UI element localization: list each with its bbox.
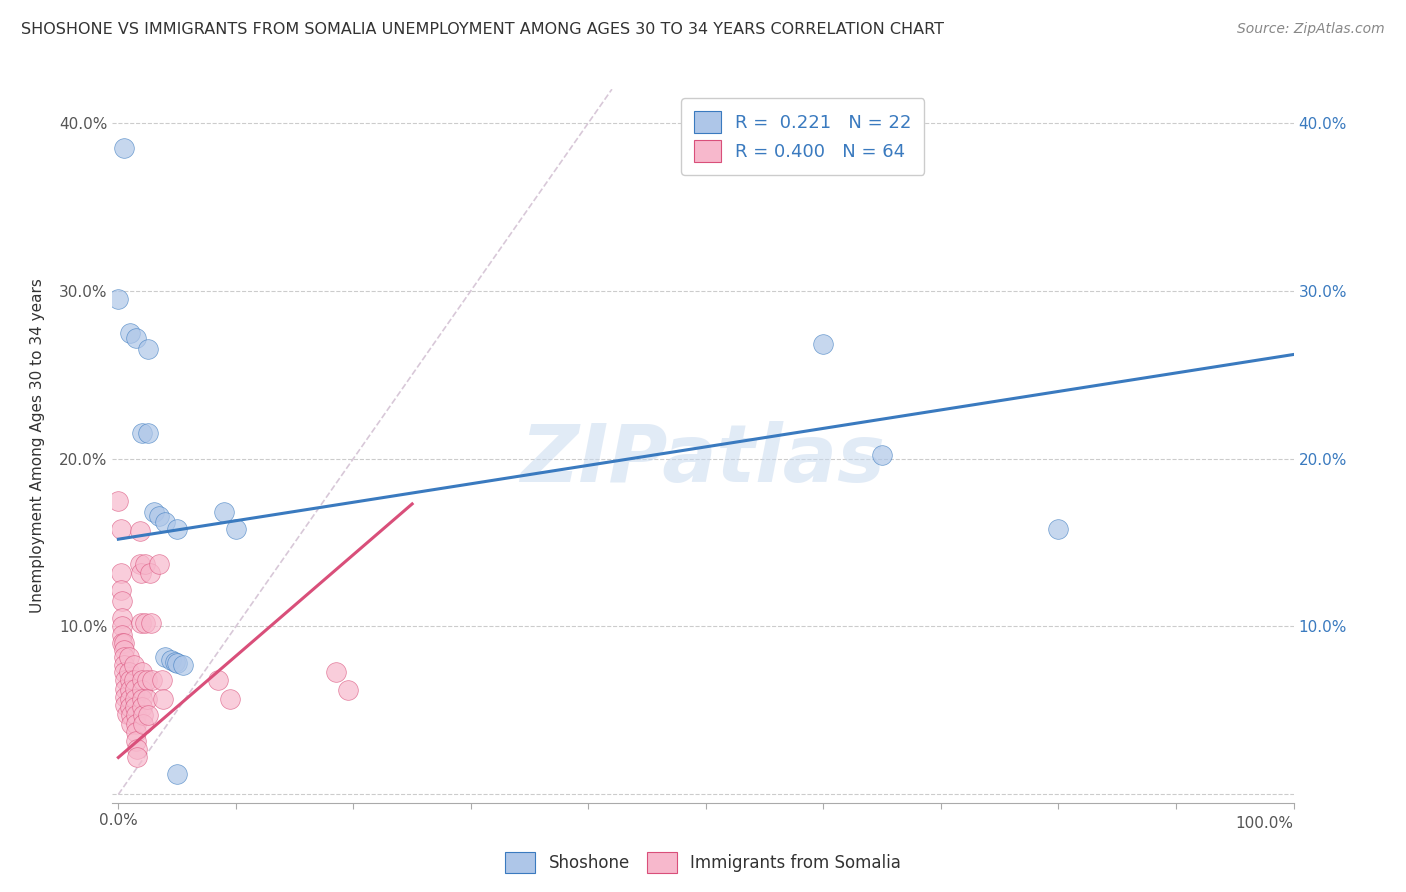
- Point: [120, 691, 142, 706]
- Point: [111, 594, 134, 608]
- Point: [114, 681, 136, 696]
- Text: 100.0%: 100.0%: [1236, 815, 1294, 830]
- Point: [124, 681, 146, 696]
- Point: [870, 448, 893, 462]
- Point: [136, 426, 159, 441]
- Point: [125, 331, 148, 345]
- Point: [110, 522, 132, 536]
- Legend: Shoshone, Immigrants from Somalia: Shoshone, Immigrants from Somalia: [499, 846, 907, 880]
- Point: [150, 673, 173, 688]
- Point: [136, 343, 159, 357]
- Point: [118, 649, 141, 664]
- Point: [112, 658, 135, 673]
- Point: [110, 566, 132, 580]
- Point: [135, 691, 157, 706]
- Point: [134, 616, 156, 631]
- Point: [110, 582, 132, 597]
- Point: [132, 717, 155, 731]
- Point: [114, 673, 136, 688]
- Point: [120, 708, 142, 723]
- Point: [111, 611, 134, 625]
- Point: [131, 673, 153, 688]
- Point: [112, 141, 135, 155]
- Point: [207, 673, 229, 688]
- Point: [125, 717, 148, 731]
- Point: [336, 683, 359, 698]
- Legend: R =  0.221   N = 22, R = 0.400   N = 64: R = 0.221 N = 22, R = 0.400 N = 64: [681, 98, 924, 175]
- Y-axis label: Unemployment Among Ages 30 to 34 years: Unemployment Among Ages 30 to 34 years: [31, 278, 45, 614]
- Point: [111, 619, 134, 633]
- Point: [142, 505, 165, 519]
- Point: [122, 673, 145, 688]
- Point: [131, 426, 153, 441]
- Point: [219, 691, 242, 706]
- Point: [118, 665, 141, 679]
- Point: [120, 700, 142, 714]
- Point: [155, 516, 177, 530]
- Text: ZIPatlas: ZIPatlas: [520, 421, 886, 500]
- Point: [139, 566, 162, 580]
- Point: [127, 742, 149, 756]
- Point: [141, 616, 163, 631]
- Point: [166, 767, 188, 781]
- Point: [813, 337, 835, 351]
- Point: [125, 733, 148, 747]
- Point: [134, 558, 156, 572]
- Point: [163, 655, 186, 669]
- Point: [160, 653, 183, 667]
- Point: [111, 636, 134, 650]
- Point: [152, 691, 174, 706]
- Point: [128, 558, 150, 572]
- Point: [129, 566, 152, 580]
- Point: [131, 700, 153, 714]
- Point: [131, 691, 153, 706]
- Point: [212, 505, 235, 519]
- Point: [125, 725, 148, 739]
- Point: [124, 700, 146, 714]
- Point: [114, 698, 136, 713]
- Point: [120, 326, 142, 340]
- Text: SHOSHONE VS IMMIGRANTS FROM SOMALIA UNEMPLOYMENT AMONG AGES 30 TO 34 YEARS CORRE: SHOSHONE VS IMMIGRANTS FROM SOMALIA UNEM…: [21, 22, 943, 37]
- Point: [141, 673, 163, 688]
- Point: [172, 658, 194, 673]
- Point: [132, 708, 155, 723]
- Point: [166, 657, 188, 671]
- Point: [148, 508, 170, 523]
- Point: [1047, 522, 1070, 536]
- Point: [129, 616, 152, 631]
- Point: [114, 690, 136, 704]
- Point: [112, 649, 135, 664]
- Point: [107, 493, 129, 508]
- Point: [225, 522, 247, 536]
- Point: [122, 658, 145, 673]
- Point: [148, 558, 170, 572]
- Point: [112, 665, 135, 679]
- Point: [128, 524, 150, 538]
- Point: [131, 683, 153, 698]
- Point: [107, 292, 129, 306]
- Point: [166, 522, 188, 536]
- Point: [112, 643, 135, 657]
- Point: [135, 673, 157, 688]
- Point: [111, 628, 134, 642]
- Point: [127, 750, 149, 764]
- Point: [120, 673, 142, 688]
- Point: [155, 649, 177, 664]
- Point: [120, 683, 142, 698]
- Point: [136, 708, 159, 723]
- Point: [120, 717, 142, 731]
- Point: [125, 708, 148, 723]
- Point: [124, 691, 146, 706]
- Point: [325, 665, 347, 679]
- Point: [115, 706, 138, 721]
- Point: [131, 665, 153, 679]
- Text: Source: ZipAtlas.com: Source: ZipAtlas.com: [1237, 22, 1385, 37]
- Point: [112, 636, 135, 650]
